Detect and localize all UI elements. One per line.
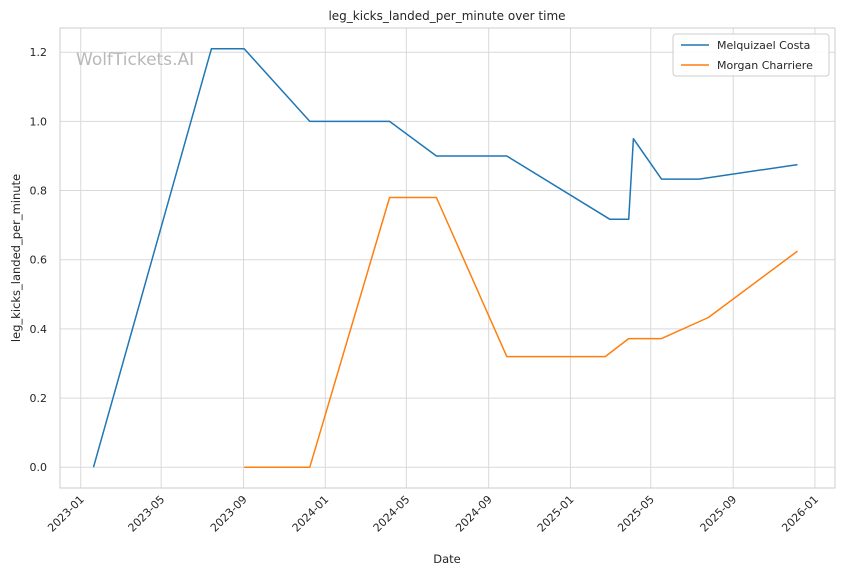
- y-tick-label: 0.8: [30, 185, 48, 198]
- legend-entry: Morgan Charriere: [717, 59, 813, 72]
- plot-frame: [59, 27, 836, 489]
- x-tick-label: 2024-09: [453, 493, 495, 535]
- x-tick-label: 2024-01: [290, 493, 332, 535]
- watermark: WolfTickets.AI: [76, 50, 194, 70]
- y-tick-labels: 0.0 0.2 0.4 0.6 0.8 1.0 1.2: [30, 46, 48, 474]
- x-tick-label: 2026-01: [779, 493, 821, 535]
- legend-entry: Melquizael Costa: [717, 39, 810, 52]
- series-line-melquizael-costa: [92, 48, 798, 468]
- y-tick-label: 0.2: [30, 392, 48, 405]
- x-tick-label: 2025-05: [615, 493, 657, 535]
- y-axis-label: leg_kicks_landed_per_minute: [9, 174, 23, 342]
- chart-title: leg_kicks_landed_per_minute over time: [328, 9, 565, 23]
- x-tick-labels: 2023-01 2023-05 2023-09 2024-01 2024-05 2024-…: [45, 493, 821, 535]
- y-tick-label: 0.4: [30, 323, 48, 336]
- y-tick-label: 1.0: [30, 115, 48, 128]
- y-tick-label: 0.6: [30, 254, 48, 267]
- grid: [60, 28, 835, 488]
- series-group: [92, 48, 798, 468]
- x-tick-label: 2024-05: [371, 493, 413, 535]
- legend: Melquizael Costa Morgan Charriere: [672, 33, 830, 77]
- series-line-morgan-charriere: [244, 196, 798, 468]
- x-tick-label: 2023-01: [45, 493, 87, 535]
- x-axis-label: Date: [433, 552, 461, 566]
- y-tick-label: 1.2: [30, 46, 48, 59]
- x-tick-label: 2025-09: [698, 493, 740, 535]
- x-tick-label: 2023-05: [126, 493, 168, 535]
- y-tick-label: 0.0: [30, 461, 48, 474]
- x-tick-label: 2023-09: [208, 493, 250, 535]
- legend-box: [672, 33, 830, 77]
- x-tick-label: 2025-01: [535, 493, 577, 535]
